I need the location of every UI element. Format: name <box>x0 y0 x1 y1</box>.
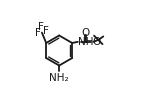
Text: F: F <box>38 22 44 32</box>
Text: F: F <box>43 26 49 36</box>
Text: O: O <box>92 37 100 47</box>
Text: O: O <box>82 28 90 38</box>
Text: NH₂: NH₂ <box>49 73 69 83</box>
Text: NH: NH <box>79 37 94 47</box>
Text: F: F <box>35 28 40 38</box>
